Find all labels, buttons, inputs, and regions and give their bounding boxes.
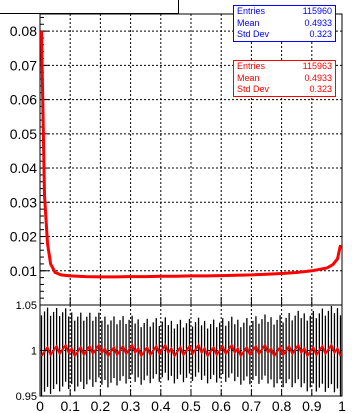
entries-value: 115960 xyxy=(302,6,332,16)
std-label: Std Dev xyxy=(237,29,270,39)
x-tick-label: 0.1 xyxy=(60,398,80,413)
std-value: 0.323 xyxy=(309,84,332,94)
y-tick-label: 0.08 xyxy=(10,23,37,39)
entries-value: 115963 xyxy=(302,61,332,71)
distribution-plot: 0.01 0.02 0.03 0.04 0.05 0.06 0.07 0.08 xyxy=(10,13,343,306)
x-tick-label: 1 xyxy=(338,398,346,413)
y-tick-label: 0.02 xyxy=(10,229,37,245)
y-tick-label: 0.07 xyxy=(10,57,37,73)
x-tick-label: 0.3 xyxy=(121,398,141,413)
stats-box-red: Entries 115963 Mean 0.4933 Std Dev 0.323 xyxy=(233,60,336,97)
x-axis-ticks xyxy=(39,297,343,305)
std-value: 0.323 xyxy=(309,29,332,39)
ratio-y-axis: 0.95 1 1.05 xyxy=(16,300,48,403)
mean-value: 0.4933 xyxy=(304,72,332,83)
x-tick-label: 0.8 xyxy=(272,398,292,413)
y-tick-label: 0.03 xyxy=(10,194,37,210)
series-line xyxy=(40,31,342,279)
ratio-x-axis: 0 0.1 0.2 0.3 0.4 0.5 0.6 0.7 0.8 0.9 1 xyxy=(36,390,346,413)
x-tick-label: 0.2 xyxy=(91,398,111,413)
grid xyxy=(40,14,342,305)
y-axis: 0.01 0.02 0.03 0.04 0.05 0.06 0.07 0.08 xyxy=(10,16,49,299)
series-group xyxy=(40,31,342,279)
x-tick-label: 0 xyxy=(36,398,44,413)
y-tick-label: 0.06 xyxy=(10,92,37,108)
x-tick-label: 0.5 xyxy=(181,398,201,413)
std-label: Std Dev xyxy=(237,84,270,94)
ratio-y-tick-label: 1.05 xyxy=(16,300,37,312)
stats-box-blue: Entries 115960 Mean 0.4933 Std Dev 0.323 xyxy=(233,5,336,42)
x-tick-label: 0.6 xyxy=(211,398,231,413)
y-tick-label: 0.01 xyxy=(10,263,37,279)
ratio-points xyxy=(40,342,342,359)
mean-label: Mean xyxy=(237,17,260,28)
mean-label: Mean xyxy=(237,72,260,83)
ratio-line xyxy=(40,342,342,359)
mean-value: 0.4933 xyxy=(304,17,332,28)
x-tick-label: 0.9 xyxy=(302,398,322,413)
ratio-plot: 0.95 1 1.05 0 0.1 0.2 0.3 0.4 0.5 0.6 0.7 0.8 0.9 1 xyxy=(16,300,347,413)
entries-label: Entries xyxy=(237,6,266,16)
ratio-y-tick-label: 1 xyxy=(31,346,37,358)
entries-label: Entries xyxy=(237,61,266,71)
y-tick-label: 0.05 xyxy=(10,126,37,142)
x-tick-label: 0.4 xyxy=(151,398,171,413)
x-tick-label: 0.7 xyxy=(242,398,262,413)
ratio-y-tick-label: 0.95 xyxy=(16,391,37,403)
y-tick-label: 0.04 xyxy=(10,160,37,176)
